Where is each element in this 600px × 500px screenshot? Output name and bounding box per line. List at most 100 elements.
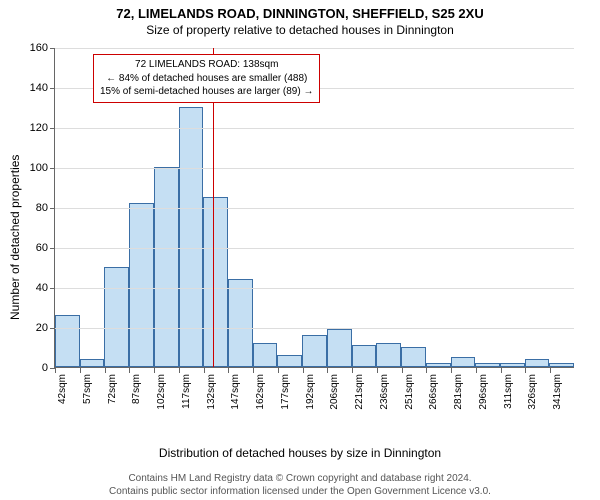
chart-title-main: 72, LIMELANDS ROAD, DINNINGTON, SHEFFIEL… [0,6,600,21]
x-tick-mark [154,368,155,373]
grid-line [55,328,574,329]
x-tick-mark [476,368,477,373]
y-tick-label: 120 [22,122,48,134]
x-tick-label: 281sqm [453,374,464,410]
x-tick-mark [228,368,229,373]
histogram-bar [352,345,377,367]
y-tick-label: 100 [22,162,48,174]
histogram-bar [129,203,154,367]
histogram-bar [277,355,302,367]
x-tick-label: 192sqm [305,374,316,410]
x-tick-label: 42sqm [57,374,68,404]
x-tick-mark [451,368,452,373]
y-tick-mark [50,88,55,89]
y-tick-label: 40 [22,282,48,294]
histogram-bar [80,359,105,367]
histogram-bar [549,363,574,367]
x-tick-mark [550,368,551,373]
x-tick-mark [278,368,279,373]
grid-line [55,128,574,129]
y-tick-mark [50,128,55,129]
x-tick-mark [179,368,180,373]
x-tick-mark [327,368,328,373]
x-tick-label: 206sqm [329,374,340,410]
y-tick-label: 160 [22,42,48,54]
x-tick-label: 72sqm [107,374,118,404]
x-tick-mark [303,368,304,373]
x-tick-label: 221sqm [354,374,365,410]
x-tick-mark [105,368,106,373]
y-tick-label: 60 [22,242,48,254]
y-tick-mark [50,328,55,329]
x-axis-label: Distribution of detached houses by size … [0,446,600,460]
histogram-bar [154,167,179,367]
histogram-bar [426,363,451,367]
y-tick-mark [50,288,55,289]
x-tick-mark [352,368,353,373]
y-tick-label: 80 [22,202,48,214]
y-tick-label: 0 [22,362,48,374]
x-tick-mark [377,368,378,373]
histogram-bar [104,267,129,367]
histogram-bar [525,359,550,367]
y-axis-label: Number of detached properties [8,155,22,320]
y-tick-mark [50,248,55,249]
x-tick-mark [501,368,502,373]
chart-title-block: 72, LIMELANDS ROAD, DINNINGTON, SHEFFIEL… [0,0,600,37]
grid-line [55,288,574,289]
x-tick-mark [426,368,427,373]
x-tick-label: 296sqm [478,374,489,410]
x-tick-label: 147sqm [230,374,241,410]
grid-line [55,208,574,209]
chart-area: 72 LIMELANDS ROAD: 138sqm← 84% of detach… [54,48,574,418]
annotation-line-1: 72 LIMELANDS ROAD: 138sqm [100,58,313,72]
histogram-bar [228,279,253,367]
histogram-bar [376,343,401,367]
grid-line [55,48,574,49]
x-tick-label: 162sqm [255,374,266,410]
x-tick-label: 311sqm [503,374,514,409]
grid-line [55,168,574,169]
y-tick-label: 140 [22,82,48,94]
histogram-bar [500,363,525,367]
x-tick-label: 326sqm [527,374,538,410]
histogram-bar [401,347,426,367]
y-tick-label: 20 [22,322,48,334]
y-tick-mark [50,208,55,209]
x-tick-label: 117sqm [181,374,192,409]
x-tick-label: 132sqm [206,374,217,410]
x-tick-mark [402,368,403,373]
x-tick-mark [204,368,205,373]
x-tick-label: 177sqm [280,374,291,410]
footer-attribution: Contains HM Land Registry data © Crown c… [0,472,600,498]
grid-line [55,248,574,249]
plot-region: 72 LIMELANDS ROAD: 138sqm← 84% of detach… [54,48,574,368]
x-tick-label: 341sqm [552,374,563,410]
annotation-line-2: ← 84% of detached houses are smaller (48… [100,72,313,86]
x-tick-mark [253,368,254,373]
x-tick-label: 266sqm [428,374,439,410]
histogram-bar [55,315,80,367]
x-tick-label: 251sqm [404,374,415,410]
annotation-line-3: 15% of semi-detached houses are larger (… [100,85,313,99]
x-tick-mark [129,368,130,373]
y-tick-mark [50,48,55,49]
y-tick-mark [50,168,55,169]
histogram-bar [451,357,476,367]
x-tick-mark [525,368,526,373]
x-tick-label: 236sqm [379,374,390,410]
histogram-bar [203,197,228,367]
chart-title-sub: Size of property relative to detached ho… [0,23,600,37]
histogram-bar [253,343,278,367]
histogram-bar [475,363,500,367]
x-tick-mark [55,368,56,373]
x-tick-label: 57sqm [82,374,93,404]
x-tick-label: 87sqm [131,374,142,404]
x-tick-label: 102sqm [156,374,167,410]
annotation-box: 72 LIMELANDS ROAD: 138sqm← 84% of detach… [93,54,320,103]
x-tick-mark [80,368,81,373]
histogram-bar [327,329,352,367]
footer-line-1: Contains HM Land Registry data © Crown c… [0,472,600,485]
footer-line-2: Contains public sector information licen… [0,485,600,498]
histogram-bar [302,335,327,367]
